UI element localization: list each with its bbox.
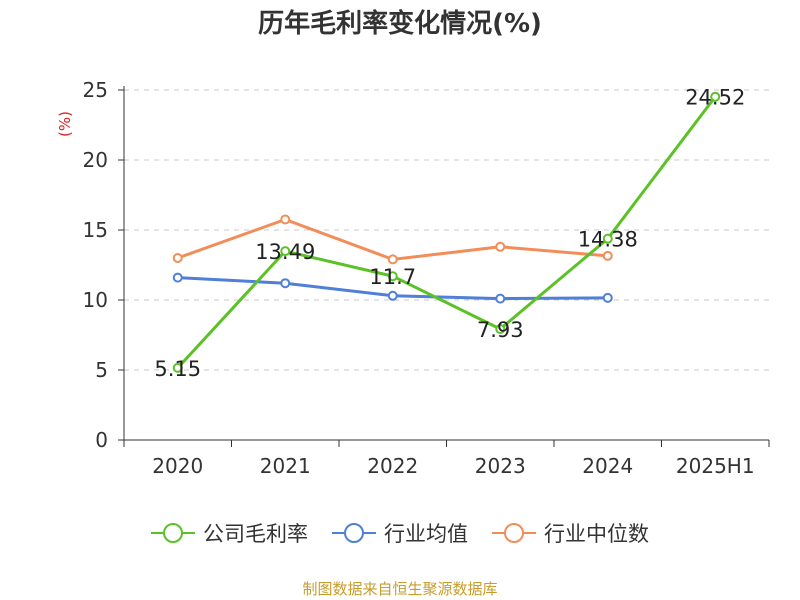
legend-item-series-1[interactable]: 行业均值 (332, 518, 468, 548)
chart-title: 历年毛利率变化情况(%) (258, 9, 542, 39)
source-note: 制图数据来自恒生聚源数据库 (302, 580, 498, 598)
series-0-point-1 (280, 246, 291, 257)
series-1-point-4 (602, 292, 613, 303)
legend-label-series-2: 行业中位数 (544, 522, 649, 546)
data-label-series-0-4: 14.38 (578, 228, 638, 252)
series-2-point-0 (172, 253, 183, 263)
series-0-point-2 (387, 271, 398, 282)
legend-label-series-0: 公司毛利率 (203, 522, 308, 546)
series-line-0 (176, 95, 717, 369)
series-0-point-3 (495, 323, 506, 334)
data-label-series-0-2: 11.7 (369, 265, 416, 289)
y-tick-label-2: 10 (83, 288, 108, 312)
series-0-point-5 (710, 91, 721, 102)
y-tick-label-4: 20 (83, 148, 108, 172)
data-label-series-0-5: 24.52 (685, 86, 745, 110)
legend-item-series-2[interactable]: 行业中位数 (492, 518, 649, 548)
legend-marker-series-2 (492, 523, 536, 543)
legend-marker-series-0 (151, 523, 195, 543)
series-2-point-1 (280, 214, 291, 225)
y-tick-label-0: 0 (95, 428, 108, 452)
series-2-point-4 (602, 250, 613, 261)
y-axis-label: (%) (56, 111, 74, 137)
series-1-point-1 (280, 278, 291, 289)
x-tick-label-3: 2023 (475, 454, 526, 478)
series-2-point-2 (387, 254, 398, 265)
legend: 公司毛利率 行业均值 行业中位数 (0, 518, 800, 548)
series-1-point-2 (387, 290, 398, 301)
series-2-point-3 (495, 241, 506, 252)
series-1-point-3 (495, 293, 506, 304)
data-label-series-0-1: 13.49 (255, 240, 315, 264)
y-tick-label-3: 15 (83, 218, 108, 242)
series-line-2 (177, 218, 608, 261)
legend-label-series-1: 行业均值 (384, 522, 468, 546)
x-tick-label-1: 2021 (260, 454, 311, 478)
x-tick-label-4: 2024 (582, 454, 633, 478)
x-tick-label-5: 2025H1 (676, 454, 755, 478)
legend-item-series-0[interactable]: 公司毛利率 (151, 518, 308, 548)
x-tick-label-0: 2020 (152, 454, 203, 478)
series-0-point-0 (172, 362, 183, 373)
legend-marker-series-1 (332, 523, 376, 543)
y-tick-label-5: 25 (83, 78, 108, 102)
series-0-point-4 (602, 233, 613, 244)
data-label-series-0-0: 5.15 (154, 357, 201, 381)
y-tick-label-1: 5 (95, 358, 108, 382)
x-tick-label-2: 2022 (367, 454, 418, 478)
data-label-series-0-3: 7.93 (477, 318, 524, 342)
series-1-point-0 (172, 272, 183, 283)
